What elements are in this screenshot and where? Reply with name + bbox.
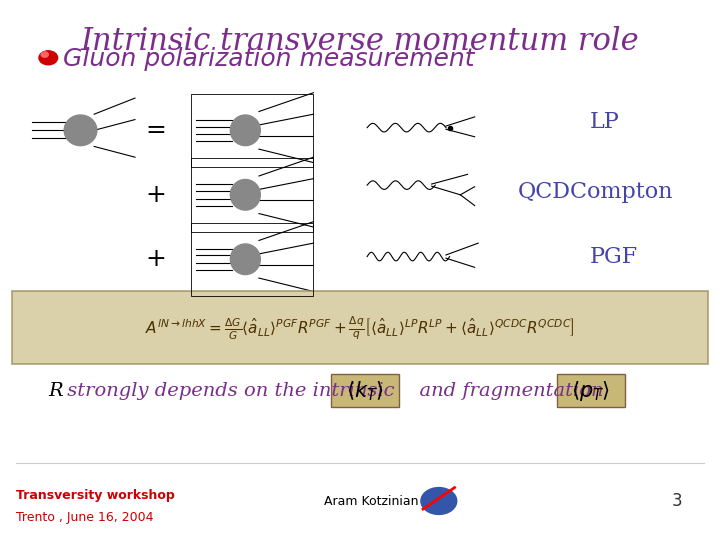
Text: Trento , June 16, 2004: Trento , June 16, 2004 — [16, 511, 153, 524]
Text: Transversity workshop: Transversity workshop — [16, 489, 175, 502]
Text: LP: LP — [589, 111, 619, 133]
Text: +: + — [145, 247, 166, 271]
Text: Intrinsic transverse momentum role: Intrinsic transverse momentum role — [81, 25, 639, 57]
Ellipse shape — [230, 179, 261, 210]
Text: and fragmentation: and fragmentation — [407, 382, 616, 400]
Ellipse shape — [230, 115, 261, 146]
Ellipse shape — [230, 244, 261, 274]
Text: QCDCompton: QCDCompton — [518, 181, 673, 203]
Text: R: R — [48, 382, 63, 400]
Text: $\langle k_T \rangle$: $\langle k_T \rangle$ — [346, 379, 384, 403]
Ellipse shape — [64, 115, 97, 146]
Text: Aram Kotzinian: Aram Kotzinian — [324, 495, 418, 508]
Text: $A^{lN\rightarrow lhhX} = \frac{\Delta G}{G}\langle\hat{a}_{LL}\rangle^{PGF}R^{P: $A^{lN\rightarrow lhhX} = \frac{\Delta G… — [145, 314, 575, 342]
Text: +: + — [145, 183, 166, 207]
Circle shape — [421, 488, 456, 515]
Circle shape — [39, 51, 58, 65]
Text: Gluon polarization measurement: Gluon polarization measurement — [63, 47, 474, 71]
Text: strongly depends on the intrinsic: strongly depends on the intrinsic — [61, 382, 401, 400]
Text: $\langle p_T \rangle$: $\langle p_T \rangle$ — [571, 379, 611, 403]
FancyBboxPatch shape — [557, 374, 625, 407]
Circle shape — [41, 52, 48, 57]
FancyBboxPatch shape — [331, 374, 400, 407]
Text: PGF: PGF — [589, 246, 637, 267]
FancyBboxPatch shape — [12, 292, 708, 364]
Text: 3: 3 — [672, 492, 683, 510]
Text: =: = — [145, 118, 166, 143]
